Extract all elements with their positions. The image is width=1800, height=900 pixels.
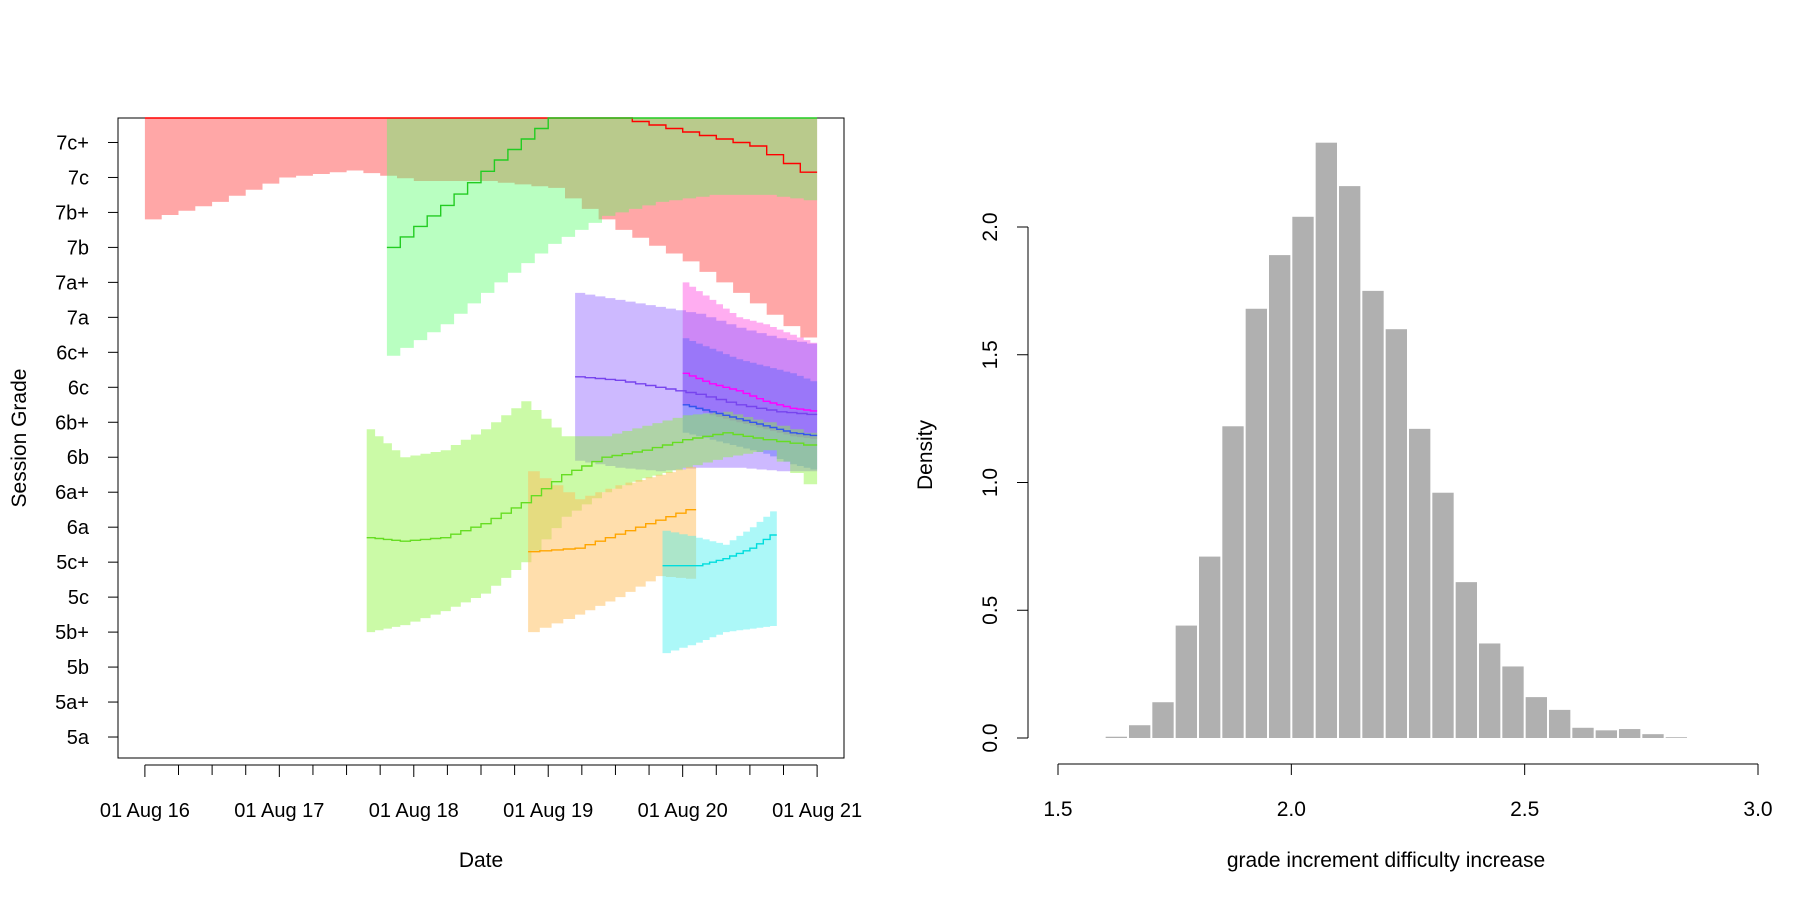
- histogram-bar: [1129, 725, 1151, 738]
- y-axis: 5a 5a+ 5b 5b+ 5c 5c+ 6a 6a+ 6b 6b+ 6c 6c+ 7a 7a+ 7b 7b+…: [55, 132, 118, 749]
- x-axis: 01 Aug 16 01 Aug 17 01 Aug 18 01 Aug 19 01 A…: [100, 764, 862, 822]
- x-tick-label: 3.0: [1743, 798, 1772, 821]
- y-axis: 0.0 0.5 1.0 1.5 2.0: [979, 212, 1029, 753]
- histogram-bar: [1502, 666, 1524, 738]
- histogram-bar: [1479, 643, 1501, 738]
- histogram-bar: [1595, 730, 1617, 738]
- y-tick-label: 6b+: [55, 412, 89, 434]
- x-tick-label: 2.0: [1277, 798, 1306, 821]
- histogram-bar: [1385, 329, 1407, 738]
- band-3: [575, 292, 818, 472]
- band-5: [366, 401, 818, 633]
- y-tick-label: 5c+: [56, 552, 89, 574]
- y-tick-label: 6b: [67, 447, 89, 469]
- mean-line-2: [386, 117, 818, 249]
- y-tick-label: 7c: [68, 167, 89, 189]
- x-axis-label: Date: [459, 849, 503, 872]
- y-axis-label: Session Grade: [8, 369, 31, 508]
- histogram-bar: [1525, 697, 1547, 738]
- y-tick-label: 1.5: [979, 340, 1002, 369]
- y-tick-label: 6a: [67, 517, 90, 539]
- mean-line-7: [662, 534, 777, 567]
- density-histogram: 1.5 2.0 2.5 3.0 0.0 0.5 1.0 1.5 2.0 grade incre…: [914, 142, 1773, 872]
- histogram-bar: [1292, 216, 1314, 738]
- x-tick-label: 01 Aug 16: [100, 800, 190, 822]
- mean-line-3: [575, 376, 818, 416]
- histogram-bar: [1339, 186, 1361, 738]
- histogram-bar: [1152, 702, 1174, 738]
- y-tick-label: 5a+: [55, 692, 89, 714]
- histogram-bar: [1222, 426, 1244, 738]
- histogram-bar: [1315, 142, 1337, 738]
- x-tick-label: 1.5: [1043, 798, 1072, 821]
- y-tick-label: 5a: [67, 727, 90, 749]
- session-grade-chart: 01 Aug 16 01 Aug 17 01 Aug 18 01 Aug 19 01 A…: [8, 117, 862, 872]
- mean-lines: [144, 117, 818, 567]
- x-tick-label: 01 Aug 17: [234, 800, 324, 822]
- y-tick-label: 7b+: [55, 202, 89, 224]
- x-tick-label: 01 Aug 19: [503, 800, 593, 822]
- y-tick-label: 7c+: [56, 132, 89, 154]
- histogram-bar: [1665, 737, 1687, 738]
- mean-line-1: [682, 372, 818, 412]
- band-0: [144, 118, 818, 338]
- x-tick-label: 2.5: [1510, 798, 1539, 821]
- y-axis-label: Density: [914, 419, 937, 490]
- y-tick-label: 0.5: [979, 596, 1002, 625]
- y-tick-label: 1.0: [979, 468, 1002, 497]
- histogram-bar: [1455, 582, 1477, 738]
- histogram-bar: [1409, 428, 1431, 738]
- y-tick-label: 7a: [67, 307, 90, 329]
- histogram-bars: [1105, 142, 1687, 739]
- histogram-bar: [1269, 255, 1291, 739]
- x-tick-label: 01 Aug 18: [369, 800, 459, 822]
- credible-bands: [144, 118, 818, 654]
- mean-line-4: [682, 404, 818, 437]
- y-tick-label: 6a+: [55, 482, 89, 504]
- histogram-bar: [1175, 625, 1197, 738]
- y-tick-label: 5b+: [55, 622, 89, 644]
- histogram-bar: [1549, 709, 1571, 738]
- mean-line-6: [528, 509, 697, 553]
- histogram-bar: [1432, 492, 1454, 738]
- y-tick-label: 0.0: [979, 723, 1002, 752]
- histogram-bar: [1362, 290, 1384, 738]
- x-axis-label: grade increment difficulty increase: [1227, 849, 1545, 872]
- band-7: [662, 511, 777, 654]
- y-tick-label: 6c: [68, 377, 89, 399]
- histogram-bar: [1199, 556, 1221, 738]
- band-4: [682, 338, 818, 470]
- y-tick-label: 2.0: [979, 212, 1002, 241]
- mean-line-5: [366, 432, 818, 542]
- y-tick-label: 5b: [67, 657, 89, 679]
- y-tick-label: 7a+: [55, 272, 89, 294]
- y-tick-label: 6c+: [56, 342, 89, 364]
- band-2: [386, 118, 818, 356]
- histogram-bar: [1619, 729, 1641, 738]
- y-tick-label: 7b: [67, 237, 89, 259]
- band-6: [528, 466, 697, 633]
- histogram-bar: [1642, 734, 1664, 738]
- x-tick-label: 01 Aug 21: [772, 800, 862, 822]
- y-tick-label: 5c: [68, 587, 89, 609]
- histogram-bar: [1105, 736, 1127, 738]
- histogram-bar: [1572, 727, 1594, 738]
- x-axis: 1.5 2.0 2.5 3.0: [1043, 763, 1773, 821]
- x-tick-label: 01 Aug 20: [638, 800, 728, 822]
- histogram-bar: [1245, 308, 1267, 738]
